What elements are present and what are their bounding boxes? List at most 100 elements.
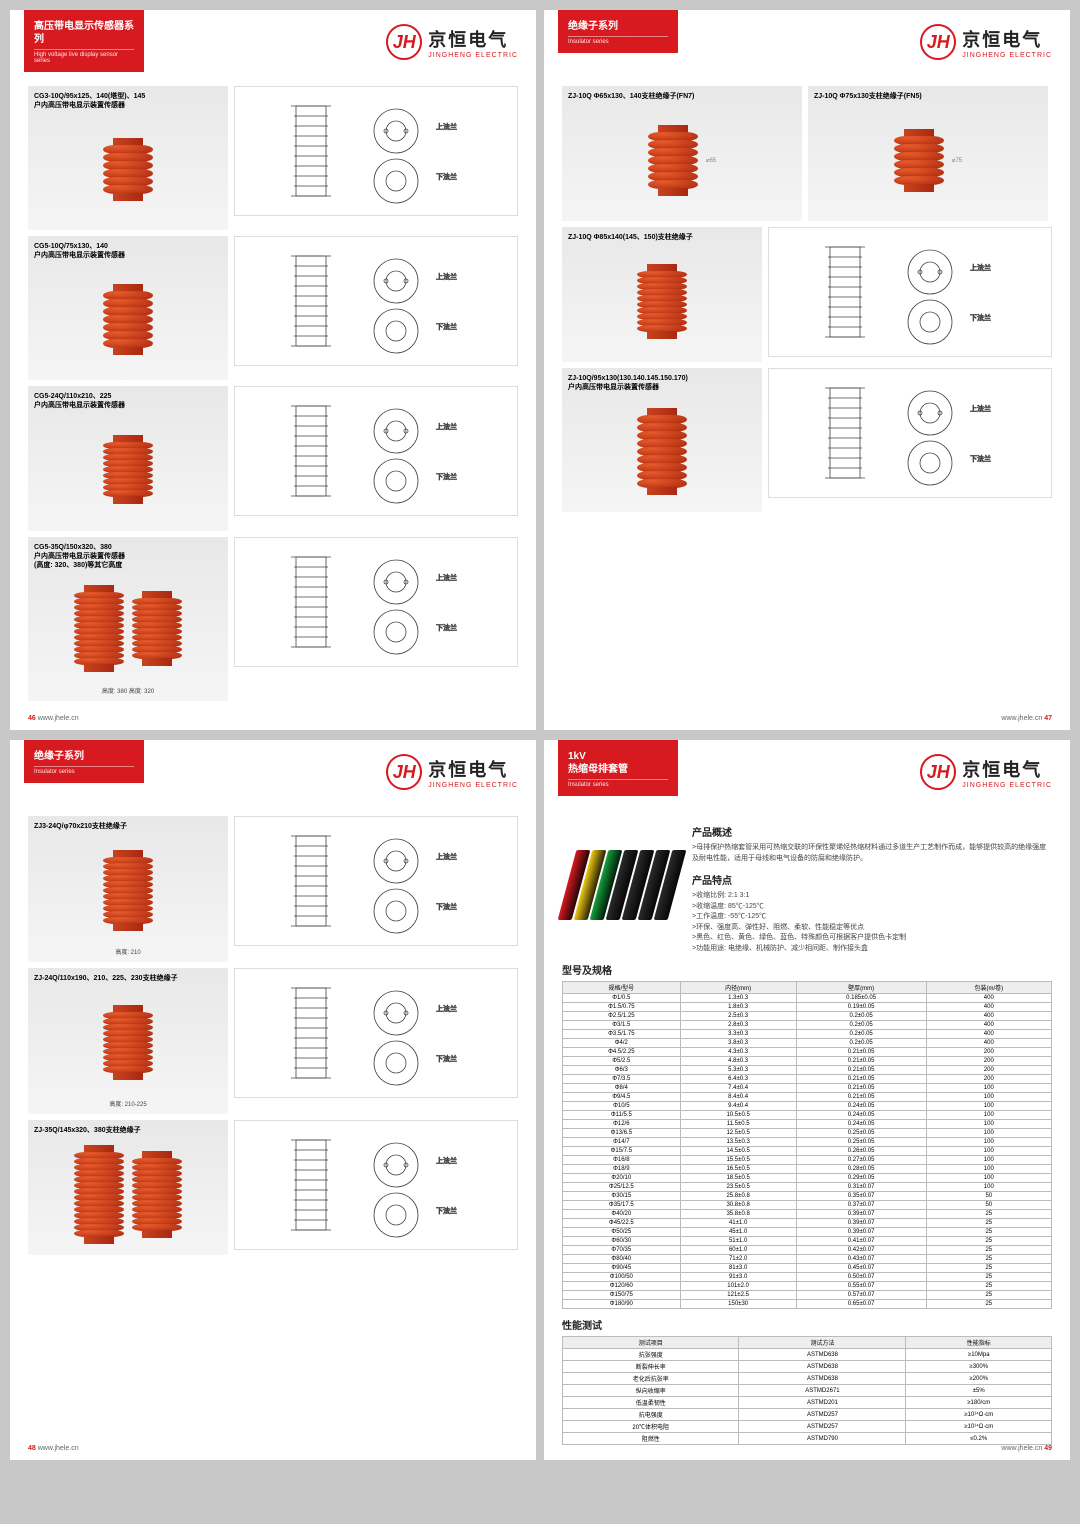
svg-text:下法兰: 下法兰 — [970, 313, 991, 322]
table-row: Φ8/47.4±0.40.21±0.05100 — [563, 1084, 1052, 1093]
cell: ASTMD201 — [739, 1397, 906, 1409]
table-row: Φ4.5/2.254.3±0.30.21±0.05200 — [563, 1048, 1052, 1057]
table-row: Φ4/23.8±0.30.2±0.05400 — [563, 1039, 1052, 1048]
cell: 25 — [926, 1237, 1051, 1246]
cell: 100 — [926, 1138, 1051, 1147]
cell: Φ120/60 — [563, 1282, 681, 1291]
cell: 0.31±0.07 — [796, 1183, 926, 1192]
cell: 0.26±0.05 — [796, 1147, 926, 1156]
cell: 3.3±0.3 — [680, 1030, 796, 1039]
svg-text:下法兰: 下法兰 — [436, 322, 457, 331]
cell: ASTMD257 — [739, 1409, 906, 1421]
tab-subtitle: Insulator series — [34, 766, 134, 775]
cell: Φ3.5/1.75 — [563, 1030, 681, 1039]
cell: 0.25±0.05 — [796, 1138, 926, 1147]
cell: 25 — [926, 1228, 1051, 1237]
cell: 100 — [926, 1084, 1051, 1093]
cell: 0.50±0.07 — [796, 1273, 926, 1282]
cell: Φ80/40 — [563, 1255, 681, 1264]
cell: 100 — [926, 1102, 1051, 1111]
cell: 13.5±0.3 — [680, 1138, 796, 1147]
col-header: 规格/型号 — [563, 982, 681, 994]
table-row: Φ50/2545±1.00.39±0.0725 — [563, 1228, 1052, 1237]
table-row: Φ90/4581±3.00.45±0.0725 — [563, 1264, 1052, 1273]
cell: Φ1/0.5 — [563, 994, 681, 1003]
cell: 91±3.0 — [680, 1273, 796, 1282]
insulator-render — [74, 585, 124, 672]
cell: 18.5±0.5 — [680, 1174, 796, 1183]
cell: 0.21±0.05 — [796, 1084, 926, 1093]
table-row: Φ11/5.510.5±0.50.24±0.05100 — [563, 1111, 1052, 1120]
cell: 100 — [926, 1174, 1051, 1183]
cell: Φ5/2.5 — [563, 1057, 681, 1066]
tab-title: 1kV 热缩母排套管 — [568, 750, 668, 776]
insulator-render — [103, 1005, 153, 1080]
cell: 50 — [926, 1192, 1051, 1201]
product-title: ZJ-10Q Φ85x140(145、150)支柱绝缘子 — [568, 233, 756, 242]
logo-icon: JH — [386, 24, 422, 60]
svg-text:上法兰: 上法兰 — [436, 852, 457, 861]
cell: Φ14/7 — [563, 1138, 681, 1147]
technical-drawing: 上法兰下法兰 — [234, 968, 518, 1098]
product-title: CG5-10Q/75x130、140 户内高压带电显示装置传感器 — [34, 242, 222, 260]
cell: ASTMD2671 — [739, 1385, 906, 1397]
product-image-block: CG3-10Q/95x125、140(塔型)、145 户内高压带电显示装置传感器 — [28, 86, 228, 230]
product-row: ZJ-24Q/110x190、210、225、230支柱绝缘子高度: 210-2… — [28, 968, 518, 1114]
cell: ±5% — [906, 1385, 1052, 1397]
perf-table: 测试项目测试方法性能指标抗张强度ASTMD638≥10Mpa断裂伸长率ASTMD… — [562, 1336, 1052, 1445]
features-heading: 产品特点 — [692, 872, 1052, 887]
cell: 25 — [926, 1264, 1051, 1273]
product-row: ZJ3-24Q/φ70x210支柱绝缘子高度: 210上法兰下法兰 — [28, 816, 518, 962]
cell: 阻燃性 — [563, 1433, 739, 1445]
cell: 400 — [926, 1003, 1051, 1012]
category-tab: 高压带电显示传感器系列 High voltage live display se… — [24, 10, 144, 72]
brand-logo: JH 京恒电气 JINGHENG ELECTRIC — [920, 24, 1052, 60]
technical-drawing: 上法兰下法兰 — [234, 386, 518, 516]
svg-text:下法兰: 下法兰 — [436, 472, 457, 481]
product-row: ZJ-10Q Φ85x140(145、150)支柱绝缘子 上法兰下法兰 — [562, 227, 1052, 362]
cell: ≥300% — [906, 1361, 1052, 1373]
footer-url: www.jhele.cn — [1001, 715, 1042, 722]
tab-title: 绝缘子系列 — [568, 20, 668, 33]
insulator-render — [132, 1151, 182, 1238]
product-title: ZJ-24Q/110x190、210、225、230支柱绝缘子 — [34, 974, 222, 983]
cell: Φ70/35 — [563, 1246, 681, 1255]
cell: Φ12/6 — [563, 1120, 681, 1129]
logo-icon: JH — [386, 754, 422, 790]
cell: Φ4/2 — [563, 1039, 681, 1048]
footer-url: www.jhele.cn — [38, 715, 79, 722]
cell: 0.21±0.05 — [796, 1075, 926, 1084]
table-row: Φ150/75121±2.50.57±0.0725 — [563, 1291, 1052, 1300]
technical-drawing: 上法兰下法兰 — [234, 86, 518, 216]
svg-text:下法兰: 下法兰 — [970, 454, 991, 463]
svg-text:下法兰: 下法兰 — [436, 902, 457, 911]
category-tab: 1kV 热缩母排套管 Insulator series — [558, 740, 678, 796]
insulator-render — [103, 850, 153, 931]
technical-drawing: 上法兰下法兰 — [768, 227, 1052, 357]
col-header: 壁厚(mm) — [796, 982, 926, 994]
table-row: 20℃体积电阻ASTMD257≥10¹⁴Ω·cm — [563, 1421, 1052, 1433]
logo-icon: JH — [920, 24, 956, 60]
brand-logo: JH 京恒电气 JINGHENG ELECTRIC — [386, 754, 518, 790]
cell: 0.21±0.05 — [796, 1093, 926, 1102]
cell: 60±1.0 — [680, 1246, 796, 1255]
cell: 11.5±0.5 — [680, 1120, 796, 1129]
svg-text:下法兰: 下法兰 — [436, 1206, 457, 1215]
cell: 400 — [926, 1012, 1051, 1021]
category-tab: 绝缘子系列 Insulator series — [558, 10, 678, 53]
table-row: Φ70/3560±1.00.42±0.0725 — [563, 1246, 1052, 1255]
cell: 25 — [926, 1291, 1051, 1300]
cell: ≥10Mpa — [906, 1349, 1052, 1361]
product-image-block: CG5-10Q/75x130、140 户内高压带电显示装置传感器 — [28, 236, 228, 380]
product-title: CG3-10Q/95x125、140(塔型)、145 户内高压带电显示装置传感器 — [34, 92, 222, 110]
cell: Φ25/12.5 — [563, 1183, 681, 1192]
tab-subtitle: High voltage live display sensor series — [34, 49, 134, 64]
cell: 41±1.0 — [680, 1219, 796, 1228]
table-row: Φ40/2035.8±0.80.39±0.0725 — [563, 1210, 1052, 1219]
cell: 25 — [926, 1210, 1051, 1219]
col-header: 包装(m/卷) — [926, 982, 1051, 994]
header: 绝缘子系列 Insulator series JH 京恒电气 JINGHENG … — [562, 24, 1052, 86]
cell: ASTMD257 — [739, 1421, 906, 1433]
svg-text:上法兰: 上法兰 — [436, 1004, 457, 1013]
cell: 0.21±0.05 — [796, 1057, 926, 1066]
